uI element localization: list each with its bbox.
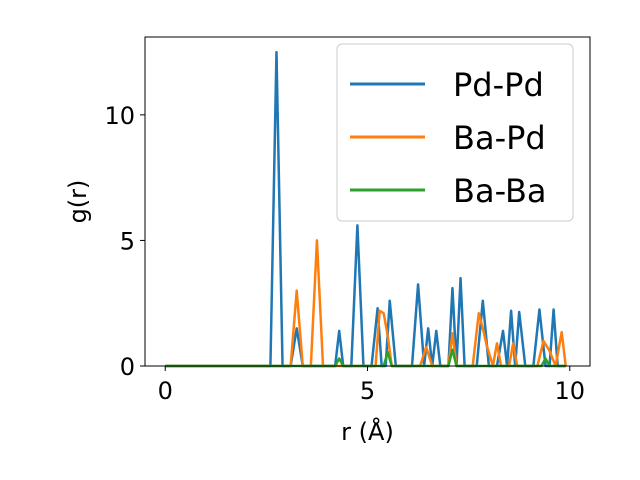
legend-label-2: Ba-Ba — [453, 172, 547, 210]
legend-label-1: Ba-Pd — [453, 119, 546, 157]
y-tick-label: 0 — [120, 353, 135, 381]
x-tick-label: 10 — [554, 377, 585, 405]
y-tick-label: 10 — [104, 102, 135, 130]
y-axis: 0 5 10 — [104, 102, 145, 381]
legend: Pd-Pd Ba-Pd Ba-Ba — [336, 43, 574, 222]
y-axis-label: g(r) — [64, 180, 92, 224]
x-tick-label: 0 — [158, 377, 173, 405]
series-line-0 — [165, 50, 566, 368]
x-axis: 0 5 10 — [158, 366, 585, 405]
y-tick-label: 5 — [120, 227, 135, 255]
x-tick-label: 5 — [360, 377, 375, 405]
legend-box — [336, 43, 574, 222]
legend-label-0: Pd-Pd — [453, 66, 544, 104]
x-axis-label: r (Å) — [341, 417, 394, 446]
